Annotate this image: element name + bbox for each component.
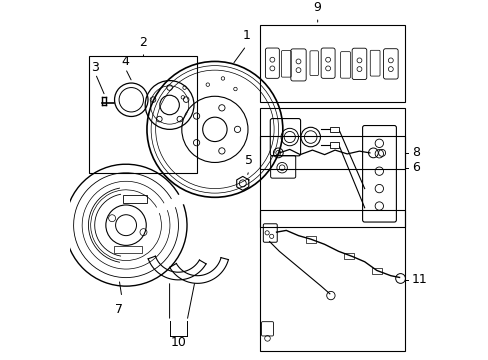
Text: 3: 3 <box>91 60 99 74</box>
Bar <box>122 195 147 203</box>
Bar <box>260 136 404 170</box>
Text: 8: 8 <box>411 146 419 159</box>
Bar <box>260 210 404 351</box>
Bar <box>260 108 404 227</box>
Bar <box>89 56 197 173</box>
Bar <box>329 142 338 148</box>
Text: 11: 11 <box>411 273 427 286</box>
Bar <box>260 25 404 102</box>
Text: 10: 10 <box>170 336 186 349</box>
Text: 7: 7 <box>115 303 123 316</box>
Text: 4: 4 <box>121 55 129 68</box>
Bar <box>305 236 315 243</box>
Bar <box>371 268 381 274</box>
Text: 2: 2 <box>139 36 147 49</box>
Bar <box>329 127 338 132</box>
Text: 1: 1 <box>242 29 250 42</box>
Text: 9: 9 <box>313 1 321 14</box>
Bar <box>114 246 142 253</box>
Bar <box>344 253 353 259</box>
Text: 5: 5 <box>244 154 252 167</box>
Text: 6: 6 <box>411 161 419 174</box>
